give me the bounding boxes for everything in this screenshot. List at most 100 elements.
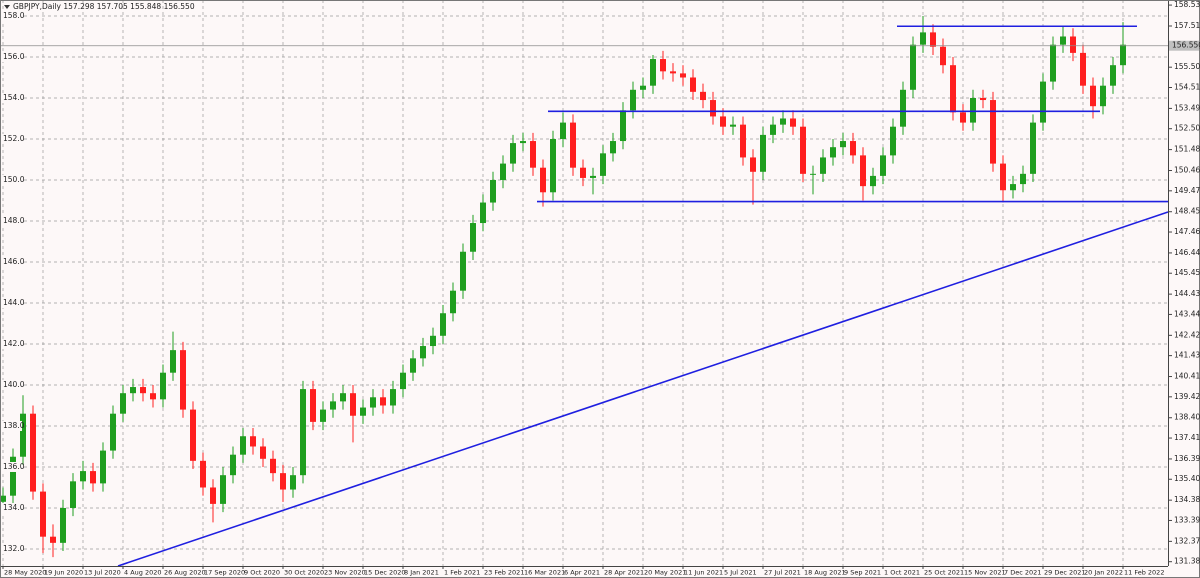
candle-body xyxy=(870,175,876,187)
y2-tick-label: 140.412 xyxy=(1174,372,1200,381)
candle-body xyxy=(370,397,376,408)
candle-body xyxy=(1080,52,1086,86)
candle-body xyxy=(0,495,6,502)
candle-body xyxy=(410,358,416,373)
candle-body xyxy=(770,124,776,135)
candle-body xyxy=(1070,36,1076,53)
candle-body xyxy=(350,393,356,416)
candle-body xyxy=(790,118,796,127)
y2-tick-label: 157.512 xyxy=(1174,21,1200,30)
candle-body xyxy=(550,138,556,193)
x-tick-label: 28 May 2020 xyxy=(4,569,46,577)
x-tick-label: 19 Jun 2020 xyxy=(44,569,83,577)
trend-line xyxy=(117,211,1169,567)
candle-body xyxy=(660,59,666,72)
candle-body xyxy=(360,407,366,416)
candle-body xyxy=(970,97,976,123)
candle-body xyxy=(680,73,686,78)
candle-body xyxy=(850,141,856,156)
y-tick-label: 140.0 xyxy=(3,380,25,389)
x-tick-label: 17 Sep 2020 xyxy=(204,569,245,577)
candle-body xyxy=(860,155,866,187)
candle-body xyxy=(840,141,846,148)
candle-body xyxy=(160,372,166,400)
candle-body xyxy=(1040,81,1046,123)
candle-body xyxy=(500,163,506,180)
x-tick-label: 23 Nov 2020 xyxy=(324,569,366,577)
candle-body xyxy=(490,179,496,203)
candle-body xyxy=(830,147,836,158)
y-tick-label-bg xyxy=(1,543,22,554)
y-tick-label: 144.0 xyxy=(3,298,25,307)
candle-body xyxy=(250,436,256,447)
header-icon xyxy=(4,5,10,9)
levels xyxy=(0,25,1168,203)
y2-tick-label: 152.502 xyxy=(1174,124,1200,133)
y2-tick-label: 155.502 xyxy=(1174,62,1200,71)
x-tick-label: 15 Nov 2021 xyxy=(964,569,1006,577)
candle-body xyxy=(750,157,756,172)
candle-body xyxy=(720,116,726,127)
candle-body xyxy=(520,141,526,144)
y2-tick-label: 136.392 xyxy=(1174,454,1200,463)
y2-tick-label: 144.432 xyxy=(1174,289,1200,298)
candle-body xyxy=(700,91,706,101)
candle-body xyxy=(190,409,196,461)
candle-body xyxy=(340,393,346,402)
y-tick-label-bg xyxy=(1,256,22,267)
candle-body xyxy=(50,536,56,543)
candle-body xyxy=(1000,163,1006,191)
y2-tick-label: 138.402 xyxy=(1174,413,1200,422)
y-tick-label: 134.0 xyxy=(3,503,25,512)
candle-body xyxy=(130,387,136,394)
candle-body xyxy=(40,491,46,537)
candle-body xyxy=(990,100,996,164)
candle-body xyxy=(930,32,936,47)
y2-tick-label: 139.422 xyxy=(1174,392,1200,401)
y-tick-label-bg xyxy=(1,51,22,62)
candle-body xyxy=(380,397,386,406)
candle-body xyxy=(60,507,66,543)
y-tick-label-bg xyxy=(1,420,22,431)
candle-body xyxy=(800,126,806,174)
candle-body xyxy=(440,313,446,336)
candle-body xyxy=(890,126,896,156)
x-tick-label: 23 Feb 2021 xyxy=(484,569,524,577)
candle-body xyxy=(110,413,116,451)
candle-body xyxy=(530,141,536,168)
last-price-label: 156.550 xyxy=(1172,41,1200,50)
y2-tick-label: 146.442 xyxy=(1174,248,1200,257)
y-tick-label-bg xyxy=(1,10,22,21)
y-tick-label: 146.0 xyxy=(3,257,25,266)
candle-body xyxy=(430,335,436,347)
y2-tick-label: 158.532 xyxy=(1174,0,1200,9)
y-tick-label: 150.0 xyxy=(3,175,25,184)
y2-tick-label: 143.442 xyxy=(1174,309,1200,318)
y2-tick-label: 137.412 xyxy=(1174,433,1200,442)
candle-body xyxy=(230,454,236,476)
candle-body xyxy=(240,436,246,455)
candle-body xyxy=(90,471,96,484)
candle-body xyxy=(1090,85,1096,107)
candle-body xyxy=(1020,173,1026,185)
x-tick-label: 18 Aug 2021 xyxy=(804,569,846,577)
candle-body xyxy=(1030,122,1036,174)
y-tick-label: 142.0 xyxy=(3,339,25,348)
y2-tick-label: 153.492 xyxy=(1174,103,1200,112)
candle-body xyxy=(620,110,626,142)
candle-body xyxy=(560,122,566,139)
candle-body xyxy=(100,450,106,484)
candle-body xyxy=(960,112,966,123)
candle-body xyxy=(270,458,276,474)
y2-tick-label: 141.432 xyxy=(1174,351,1200,360)
candle-body xyxy=(330,401,336,410)
x-tick-label: 15 Dec 2020 xyxy=(364,569,406,577)
x-tick-label: 9 Sep 2021 xyxy=(844,569,881,577)
candle-body xyxy=(600,153,606,176)
candle-body xyxy=(650,59,656,86)
y2-tick-label: 150.462 xyxy=(1174,166,1200,175)
candle-body xyxy=(220,475,226,504)
y-tick-label-bg xyxy=(1,461,22,472)
x-tick-label: 20 Jan 2022 xyxy=(1084,569,1123,577)
